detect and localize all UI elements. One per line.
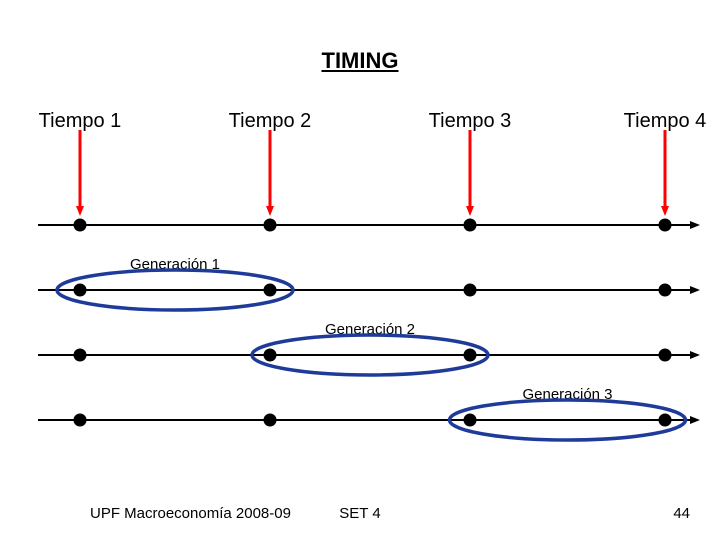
diagram-svg xyxy=(0,0,720,540)
diagram-stage: { "title": { "text": "TIMING", "fontsize… xyxy=(0,0,720,540)
